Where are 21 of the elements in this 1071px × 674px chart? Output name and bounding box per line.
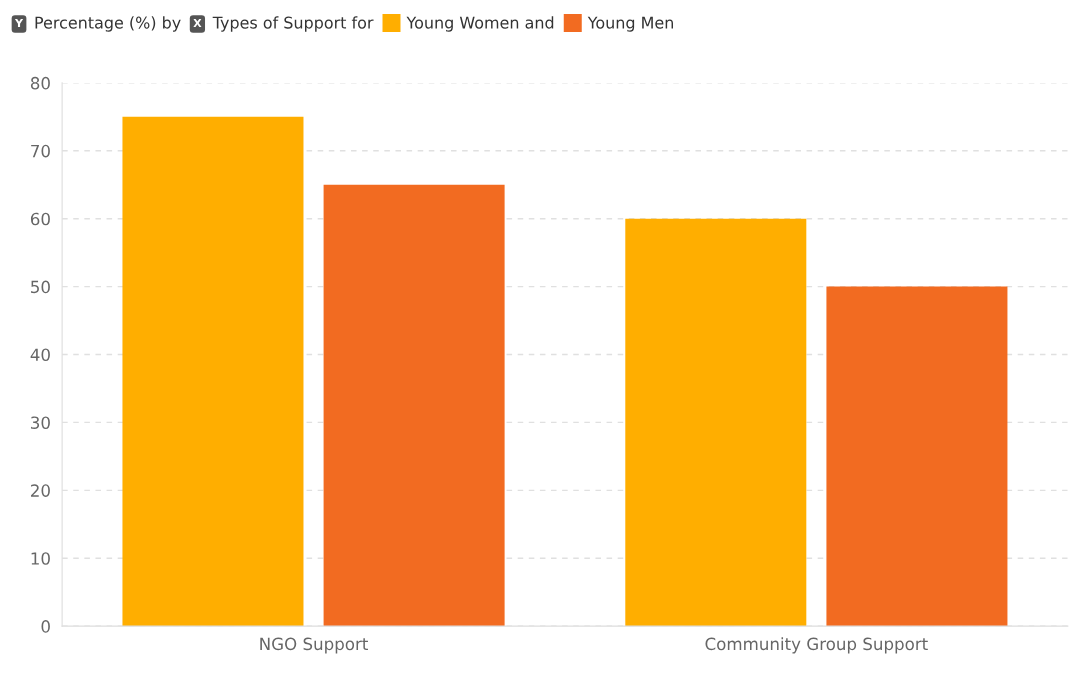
- text: Y: [14, 18, 24, 28]
- y-axis-title: Percentage (%) by: [35, 16, 181, 32]
- y-tick-label: 10: [31, 552, 50, 565]
- y-tick-label: 70: [31, 144, 50, 158]
- y-tick-label: 60: [30, 212, 50, 226]
- text: X: [193, 18, 202, 28]
- bar: [122, 116, 304, 627]
- y-tick-label: 0: [41, 620, 50, 633]
- y-tick-label: 50: [31, 280, 50, 294]
- bar: [826, 286, 1008, 627]
- y-tick-label: 30: [31, 416, 50, 429]
- x-tick-label: Community Group Support: [705, 637, 928, 654]
- y-tick-label: 80: [30, 76, 50, 90]
- legend-label: Young Women and: [406, 16, 554, 32]
- bar: [625, 218, 807, 627]
- x-axis-title: Types of Support for: [212, 16, 374, 32]
- legend-label: Young Men: [587, 16, 673, 32]
- y-tick-label: 20: [31, 484, 50, 497]
- bar: [323, 184, 505, 627]
- x-tick-label: NGO Support: [260, 637, 368, 654]
- y-tick-label: 40: [30, 348, 50, 362]
